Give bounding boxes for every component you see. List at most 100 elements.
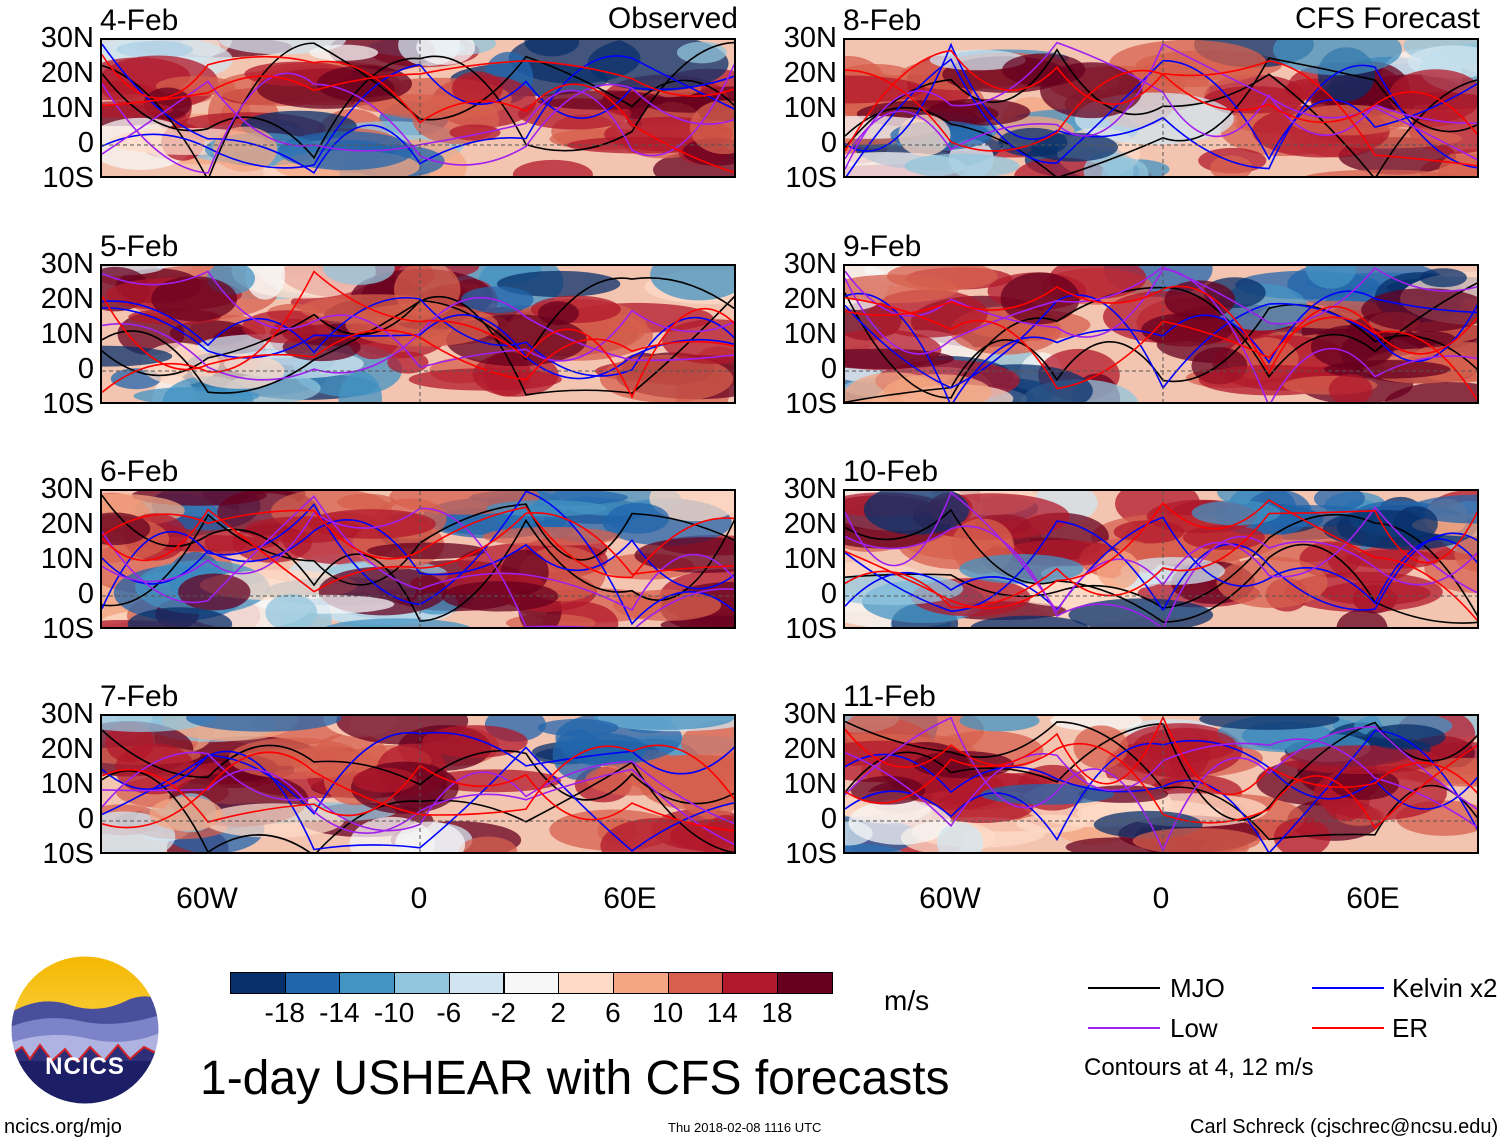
colorbar-swatch xyxy=(230,972,286,994)
lat-label-forecast-0-4: 10S xyxy=(785,162,837,194)
lat-label-forecast-1-4: 10S xyxy=(785,388,837,420)
lat-label-observed-0-1: 20N xyxy=(40,57,94,89)
shear-field xyxy=(102,40,734,176)
lat-label-forecast-0-1: 20N xyxy=(783,57,837,89)
panel-date-observed-3: 7-Feb xyxy=(100,680,179,713)
lat-label-observed-0-2: 10N xyxy=(40,92,94,124)
lon-label-60e-right: 60E xyxy=(1346,882,1400,915)
panel-date-forecast-2: 10-Feb xyxy=(843,455,939,488)
lon-label-60w-right: 60W xyxy=(919,882,981,915)
map-panel-forecast-2 xyxy=(843,489,1479,629)
lat-label-forecast-2-0: 30N xyxy=(783,473,837,505)
colorbar-swatch xyxy=(558,972,614,994)
lon-label-60w-left: 60W xyxy=(176,882,238,915)
legend-line-low xyxy=(1088,1027,1160,1029)
shear-field xyxy=(845,716,1477,852)
lat-label-observed-0-0: 30N xyxy=(40,22,94,54)
lat-label-observed-2-1: 20N xyxy=(40,508,94,540)
map-panel-observed-3 xyxy=(100,714,736,854)
legend-label-er: ER xyxy=(1392,1013,1429,1043)
panel-date-observed-2: 6-Feb xyxy=(100,455,179,488)
colorbar-swatch xyxy=(612,972,669,994)
lat-label-observed-1-4: 10S xyxy=(42,388,94,420)
lat-label-forecast-3-3: 0 xyxy=(820,803,837,835)
map-panel-observed-2 xyxy=(100,489,736,629)
map-panel-forecast-1 xyxy=(843,264,1479,404)
lat-label-forecast-3-4: 10S xyxy=(785,838,837,870)
lon-label-60e-left: 60E xyxy=(603,882,657,915)
lat-label-forecast-2-2: 10N xyxy=(783,543,837,575)
lat-label-observed-3-4: 10S xyxy=(42,838,94,870)
ncics-logo-graphic xyxy=(10,955,160,1105)
colorbar-tick-label: -18 xyxy=(264,997,305,1028)
panel-date-observed-0: 4-Feb xyxy=(100,4,179,37)
lat-label-observed-0-4: 10S xyxy=(42,162,94,194)
lat-label-observed-0-3: 0 xyxy=(77,127,94,159)
shear-field xyxy=(845,266,1477,402)
figure-title: 1-day USHEAR with CFS forecasts xyxy=(200,1052,950,1105)
cfs-forecast-title: CFS Forecast xyxy=(1294,2,1480,35)
map-panel-forecast-3 xyxy=(843,714,1479,854)
lat-label-forecast-1-1: 20N xyxy=(783,283,837,315)
colorbar-tick-label: 18 xyxy=(761,997,793,1028)
panel-date-forecast-1: 9-Feb xyxy=(843,230,922,263)
lat-label-observed-2-3: 0 xyxy=(77,578,94,610)
lat-label-forecast-0-3: 0 xyxy=(820,127,837,159)
colorbar-swatch xyxy=(394,972,450,994)
footer-author: Carl Schreck (cjschrec@ncsu.edu) xyxy=(1190,1116,1499,1138)
lat-label-observed-3-1: 20N xyxy=(40,733,94,765)
lat-label-forecast-0-0: 30N xyxy=(783,22,837,54)
legend-line-er xyxy=(1312,1027,1384,1029)
map-panel-forecast-0 xyxy=(843,38,1479,178)
lat-label-forecast-1-0: 30N xyxy=(783,248,837,280)
map-panel-observed-1 xyxy=(100,264,736,404)
colorbar-tick-label: 10 xyxy=(652,997,684,1028)
lat-label-observed-3-3: 0 xyxy=(77,803,94,835)
lon-label-0-left: 0 xyxy=(410,882,428,915)
lat-label-forecast-1-3: 0 xyxy=(820,353,837,385)
colorbar-tick-label: 6 xyxy=(605,997,621,1028)
lat-label-forecast-2-4: 10S xyxy=(785,613,837,645)
footer-url: ncics.org/mjo xyxy=(4,1116,122,1138)
panel-date-observed-1: 5-Feb xyxy=(100,230,179,263)
logo-text: NCICS xyxy=(45,1053,125,1080)
colorbar-swatch xyxy=(339,972,396,994)
lat-label-observed-2-4: 10S xyxy=(42,613,94,645)
observed-title: Observed xyxy=(607,2,738,35)
lat-label-observed-3-0: 30N xyxy=(40,698,94,730)
shear-field xyxy=(102,266,734,402)
units-label: m/s xyxy=(884,985,930,1016)
lat-label-observed-2-0: 30N xyxy=(40,473,94,505)
lat-label-observed-1-1: 20N xyxy=(40,283,94,315)
colorbar-swatch xyxy=(777,972,833,994)
map-panel-observed-0 xyxy=(100,38,736,178)
panel-date-forecast-3: 11-Feb xyxy=(843,680,936,713)
legend-label-kelvin: Kelvin x2 xyxy=(1392,973,1498,1003)
colorbar-swatch xyxy=(284,972,341,994)
colorbar-swatch xyxy=(503,972,560,994)
colorbar-tick-label: 2 xyxy=(550,997,566,1028)
colorbar-tick-label: -10 xyxy=(373,997,415,1028)
shear-field xyxy=(845,491,1477,627)
shear-field xyxy=(102,716,734,852)
colorbar-tick-label: -2 xyxy=(491,997,516,1028)
legend-label-mjo: MJO xyxy=(1170,973,1225,1003)
legend-line-kelvin xyxy=(1312,987,1384,989)
footer-timestamp: Thu 2018-02-08 1116 UTC xyxy=(668,1120,822,1135)
colorbar-swatch xyxy=(722,972,778,994)
lat-label-forecast-2-1: 20N xyxy=(783,508,837,540)
lat-label-forecast-2-3: 0 xyxy=(820,578,837,610)
ncics-logo: NCICS xyxy=(10,955,160,1105)
lon-label-0-right: 0 xyxy=(1152,882,1170,915)
panel-date-forecast-0: 8-Feb xyxy=(843,4,922,37)
colorbar-swatch xyxy=(448,972,505,994)
lat-label-forecast-3-2: 10N xyxy=(783,768,837,800)
colorbar-swatch xyxy=(667,972,724,994)
lat-label-observed-1-0: 30N xyxy=(40,248,94,280)
legend-note: Contours at 4, 12 m/s xyxy=(1084,1054,1314,1081)
colorbar-tick-label: -6 xyxy=(436,997,462,1028)
colorbar-tick-label: -14 xyxy=(319,997,360,1028)
shear-field xyxy=(102,491,734,627)
shear-field xyxy=(845,40,1477,176)
lat-label-observed-1-2: 10N xyxy=(40,318,94,350)
